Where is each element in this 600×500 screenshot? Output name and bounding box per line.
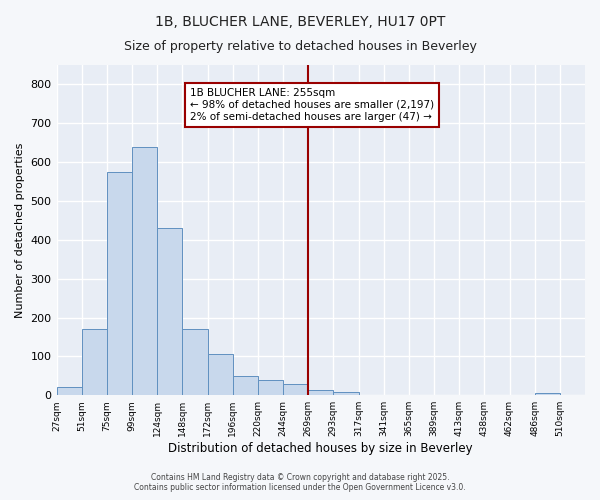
X-axis label: Distribution of detached houses by size in Beverley: Distribution of detached houses by size … [169,442,473,455]
Bar [283,384,308,395]
Y-axis label: Number of detached properties: Number of detached properties [15,142,25,318]
Bar [132,146,157,395]
Bar [308,390,334,395]
Bar [107,172,132,395]
Bar [182,329,208,395]
Text: Size of property relative to detached houses in Beverley: Size of property relative to detached ho… [124,40,476,53]
Bar [258,380,283,395]
Bar [233,376,258,395]
Bar [157,228,182,395]
Bar [535,394,560,395]
Text: 1B BLUCHER LANE: 255sqm
← 98% of detached houses are smaller (2,197)
2% of semi-: 1B BLUCHER LANE: 255sqm ← 98% of detache… [190,88,434,122]
Bar [82,329,107,395]
Text: 1B, BLUCHER LANE, BEVERLEY, HU17 0PT: 1B, BLUCHER LANE, BEVERLEY, HU17 0PT [155,15,445,29]
Bar [334,392,359,395]
Text: Contains HM Land Registry data © Crown copyright and database right 2025.
Contai: Contains HM Land Registry data © Crown c… [134,473,466,492]
Bar [56,388,82,395]
Bar [208,354,233,395]
